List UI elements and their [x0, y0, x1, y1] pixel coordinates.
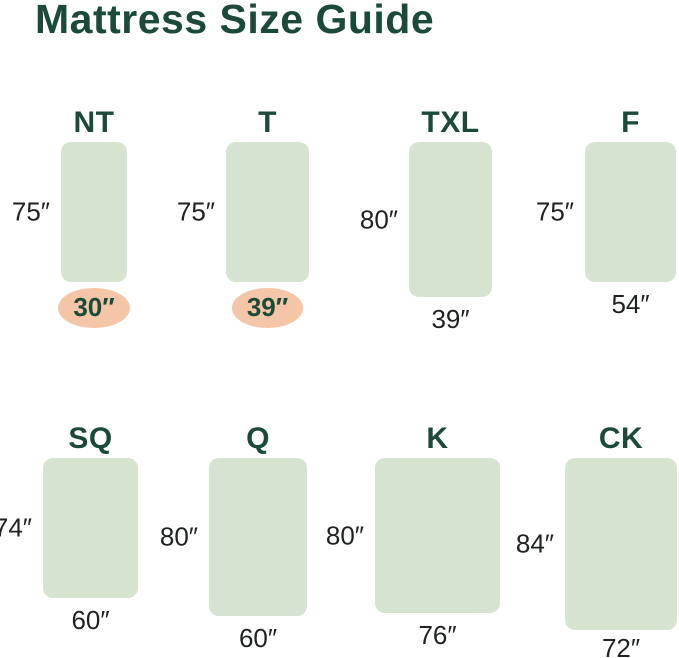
mattress-sq-label: SQ [68, 422, 113, 455]
mattress-k-rect [375, 458, 500, 613]
mattress-txl-label: TXL [421, 106, 480, 139]
mattress-sq-width-label: 60″ [71, 605, 110, 635]
mattress-ck-label: CK [598, 422, 644, 455]
mattress-k: K 80″ 76″ [326, 415, 500, 651]
mattress-txl-width-label: 39″ [431, 304, 470, 334]
mattress-ck-rect [565, 458, 677, 630]
mattress-q-rect [209, 458, 307, 616]
mattress-q-height-label: 80″ [159, 521, 198, 552]
mattress-t-height-label: 75″ [176, 196, 215, 227]
mattress-q-width-label: 60″ [238, 623, 278, 653]
mattress-f-height-label: 75″ [535, 196, 574, 227]
mattress-nt-label: NT [73, 106, 115, 139]
mattress-ck: CK 84″ 72″ [516, 415, 677, 658]
mattress-q: Q 80″ 60″ [160, 415, 307, 654]
mattress-f-label: F [621, 106, 640, 139]
mattress-t-label: T [258, 106, 277, 139]
mattress-nt-height-label: 75″ [11, 196, 50, 227]
mattress-t: T 75″ 39″ [177, 100, 309, 328]
mattress-txl: TXL 80″ 39″ [360, 100, 492, 335]
mattress-sq: SQ 74″ 60″ [0, 415, 138, 636]
mattress-t-width-label: 39″ [231, 288, 304, 328]
mattress-nt-rect [61, 142, 127, 282]
mattress-k-height-label: 80″ [325, 520, 364, 550]
mattress-t-rect [226, 142, 309, 282]
mattress-k-width-label: 76″ [418, 620, 457, 650]
page-title: Mattress Size Guide [35, 0, 435, 42]
mattress-ck-width-label: 72″ [601, 633, 641, 658]
mattress-nt: NT 75″ 30″ [12, 100, 130, 328]
mattress-txl-rect [409, 142, 492, 297]
mattress-txl-height-label: 80″ [359, 204, 398, 234]
mattress-k-label: K [426, 422, 449, 455]
mattress-f-rect [585, 142, 676, 282]
mattress-nt-width-label: 30″ [58, 288, 130, 328]
mattress-sq-rect [43, 458, 138, 598]
mattress-f-width-label: 54″ [611, 289, 650, 319]
mattress-f: F 75″ 54″ [536, 100, 676, 320]
mattress-q-label: Q [246, 422, 270, 455]
mattress-sq-height-label: 74″ [0, 512, 32, 543]
mattress-ck-height-label: 84″ [515, 528, 554, 559]
